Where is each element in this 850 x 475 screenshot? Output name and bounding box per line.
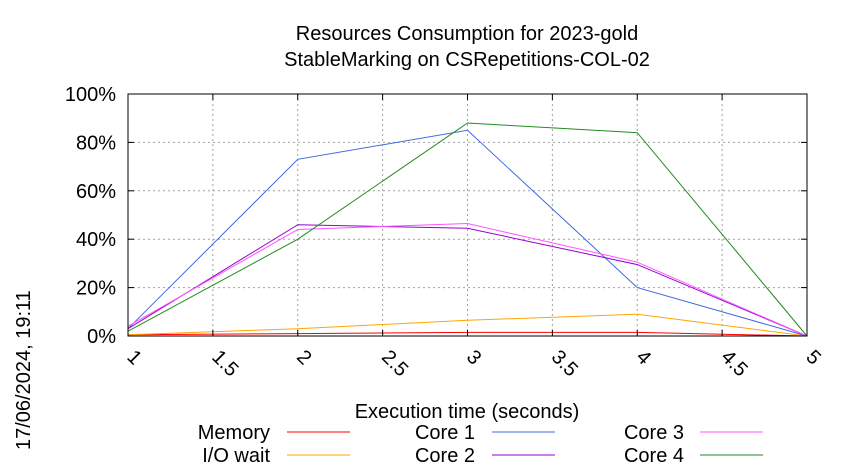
- chart-subtitle: StableMarking on CSRepetitions-COL-02: [284, 49, 650, 71]
- x-tick-label: 3: [462, 346, 485, 369]
- x-tick-label: 1.5: [207, 346, 242, 381]
- y-tick-labels: 0% 20% 40% 60% 80% 100%: [65, 84, 116, 348]
- y-tick-label: 0%: [87, 326, 116, 348]
- series-line-core-1: [127, 129, 808, 337]
- chart-title: Resources Consumption for 2023-gold: [296, 23, 638, 45]
- x-tick-labels: 1 1.5 2 2.5 3 3.5 4 4.5 5: [122, 346, 824, 381]
- x-tick-label: 2.5: [377, 346, 412, 381]
- legend-label-memory: Memory: [198, 422, 270, 444]
- y-tick-label: 20%: [76, 278, 116, 300]
- timestamp-label: 17/06/2024, 19:11: [13, 290, 35, 450]
- series-lines: [127, 122, 808, 337]
- x-tick-label: 4: [632, 346, 655, 369]
- series-line-core-2: [127, 224, 808, 337]
- y-tick-label: 40%: [76, 229, 116, 251]
- x-axis-label: Execution time (seconds): [355, 401, 580, 423]
- y-tick-label: 80%: [76, 132, 116, 154]
- y-tick-label: 100%: [65, 84, 116, 106]
- series-line-i-o-wait: [127, 313, 808, 337]
- x-tick-label: 4.5: [717, 346, 752, 381]
- x-tick-label: 3.5: [547, 346, 582, 381]
- legend-label-core-2: Core 2: [415, 445, 475, 467]
- grid-lines: [128, 94, 807, 336]
- x-tick-label: 5: [801, 346, 824, 369]
- y-tick-label: 60%: [76, 181, 116, 203]
- x-tick-label: 1: [122, 346, 145, 369]
- legend-label-core-1: Core 1: [415, 422, 475, 444]
- legend-label-i-o-wait: I/O wait: [202, 445, 270, 467]
- legend-label-core-3: Core 3: [624, 422, 684, 444]
- legend-label-core-4: Core 4: [624, 445, 684, 467]
- series-line-core-3: [127, 222, 808, 337]
- series-line-core-4: [127, 122, 808, 337]
- axis-ticks: [127, 93, 808, 337]
- x-tick-label: 2: [292, 346, 315, 369]
